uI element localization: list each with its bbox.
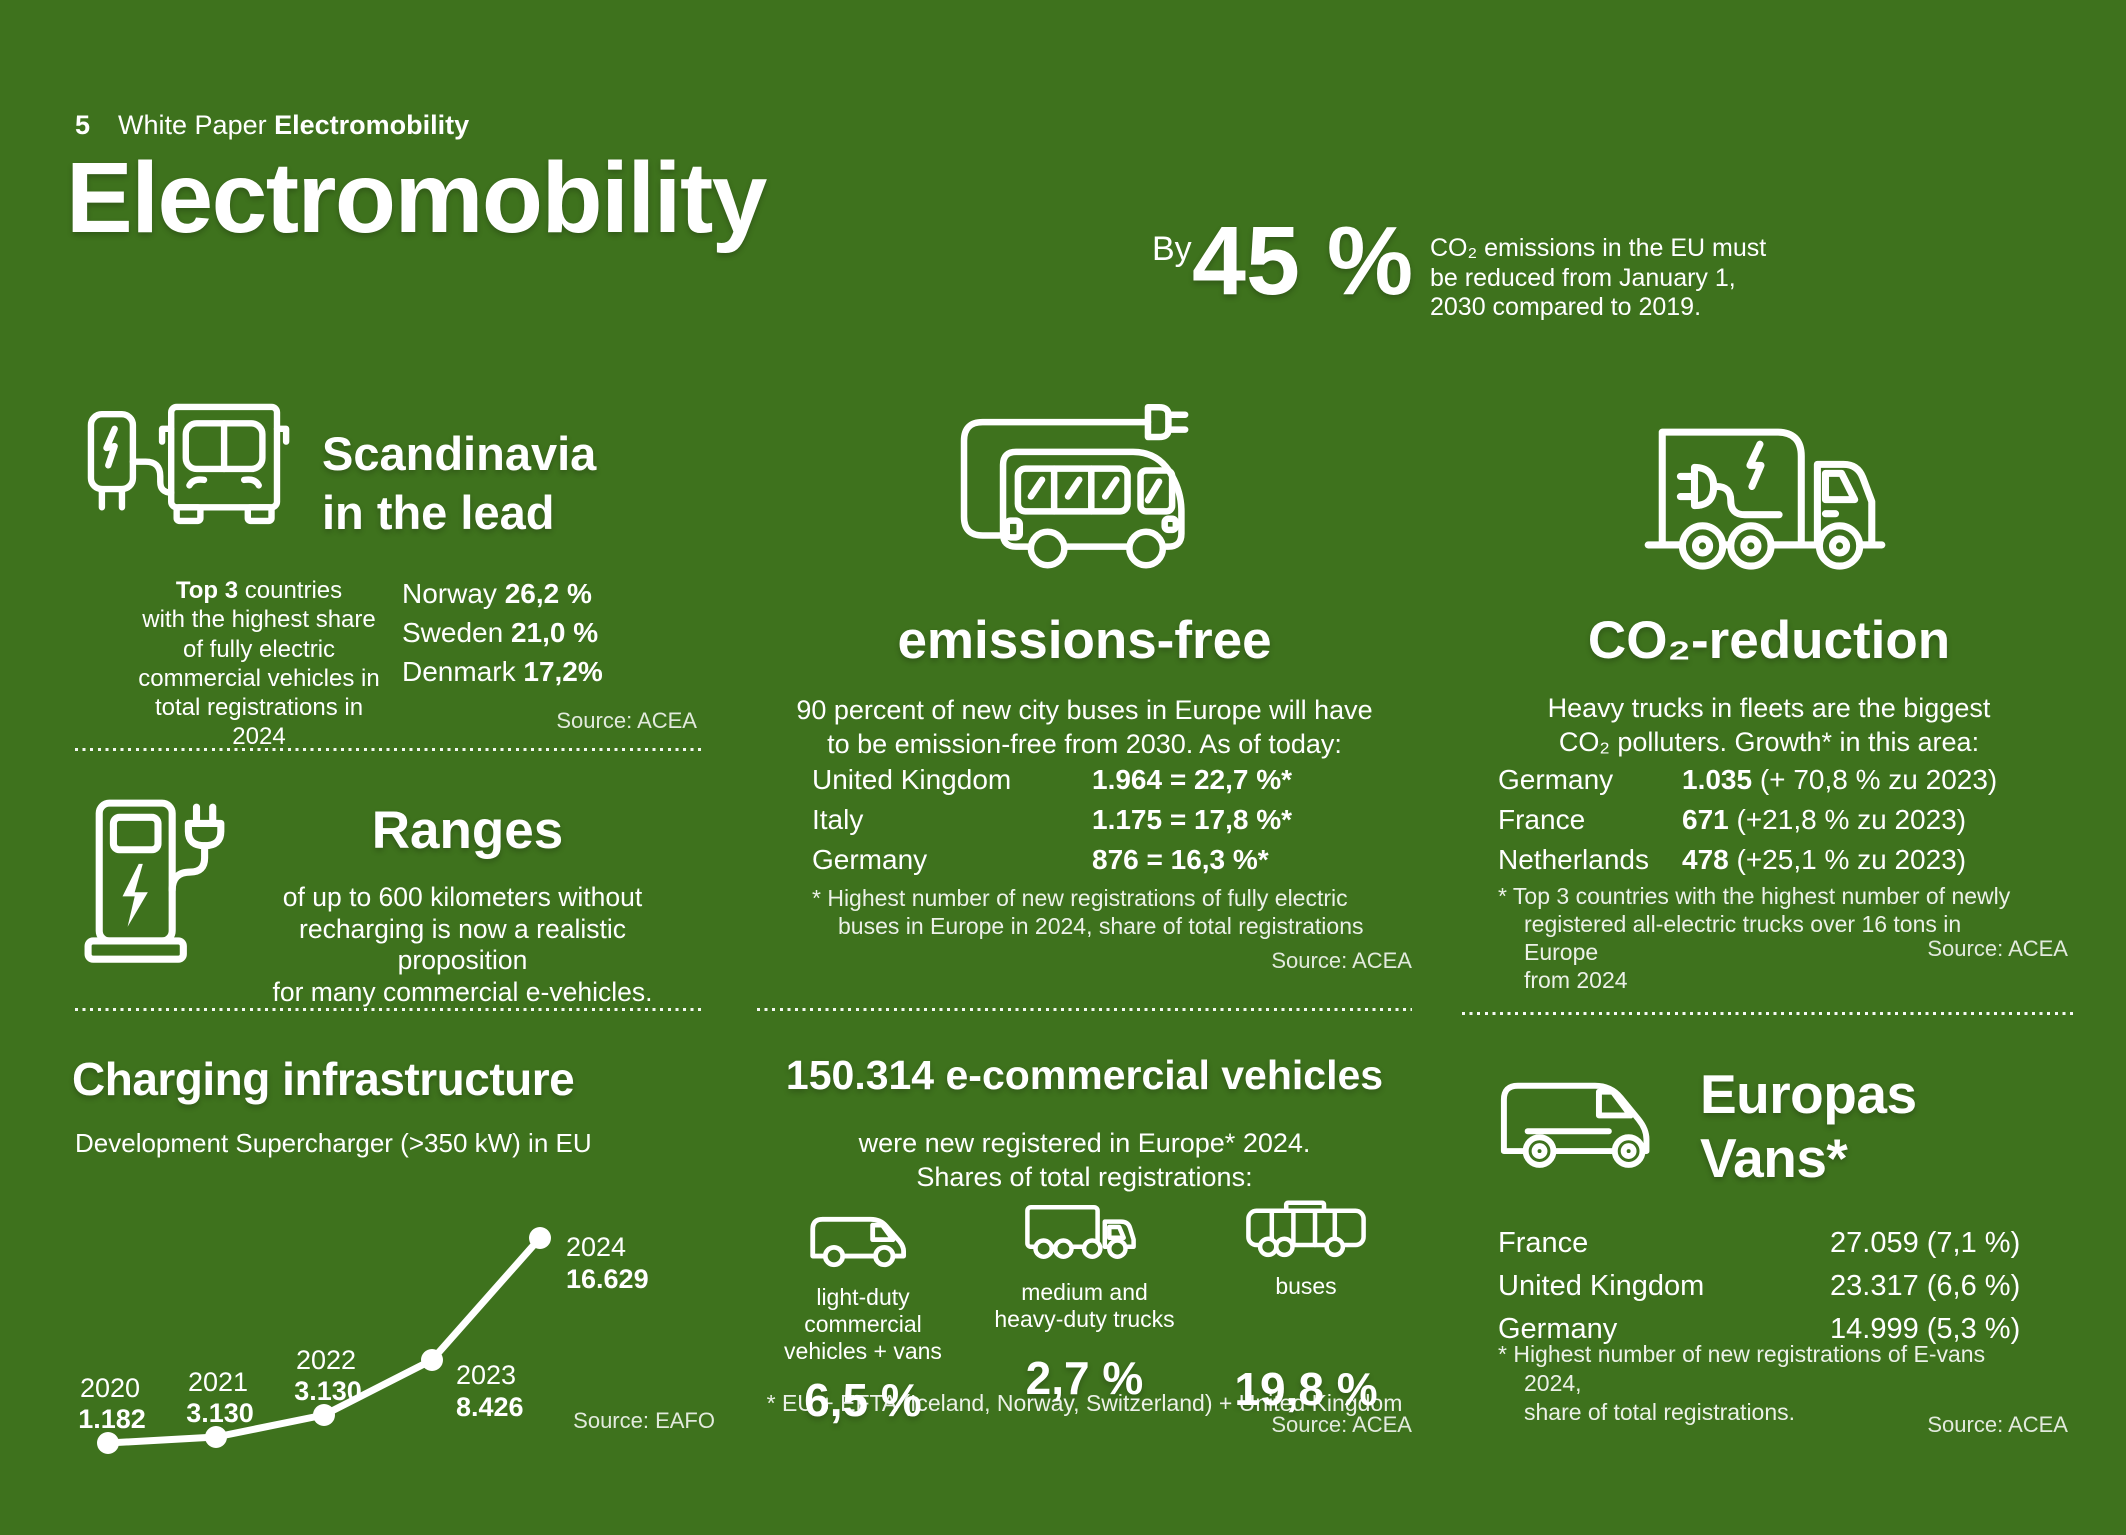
kpi-caption: CO₂ emissions in the EU must be reduced … — [1430, 234, 1767, 321]
table-row: United Kingdom 1.964 = 22,7 %* — [812, 764, 1293, 795]
vehicle-label: medium and heavy-duty trucks — [994, 1278, 1175, 1332]
charging-station-icon — [84, 799, 225, 963]
dotted-divider — [757, 1008, 1412, 1011]
truck-icon — [1024, 1204, 1136, 1259]
emissions-free-text: 90 percent of new city buses in Europe w… — [796, 695, 1373, 759]
europas-vans-heading: Europas Vans* — [1700, 1063, 1917, 1189]
charging-subtitle: Development Supercharger (>350 kW) in EU — [75, 1128, 592, 1158]
emissions-free-heading: emissions-free — [897, 611, 1272, 670]
table-row: Netherlands 478 (+25,1 % zu 2023) — [1498, 844, 1967, 875]
kpi-value: 45 % — [1192, 206, 1414, 315]
svg-text:2022: 2022 — [296, 1345, 356, 1375]
page-number: 5 — [75, 110, 91, 140]
source-label: Source: EAFO — [573, 1408, 715, 1433]
vehicle-cell: buses 19,8 % — [1200, 1200, 1412, 1427]
footnote: * Highest number of new registrations of… — [1498, 1341, 1986, 1425]
ecommercial-heading: 150.314 e-commercial vehicles — [785, 1052, 1384, 1098]
scandinavia-intro-line1: Top 3 countries — [175, 577, 343, 604]
scandinavia-country-list: Norway 26,2 % Sweden 21,0 % Denmark 17,2… — [402, 574, 603, 691]
scandinavia-intro: Top 3 countries with the highest share o… — [128, 576, 390, 752]
vehicle-cell: light-duty commercial vehicles + vans 6,… — [757, 1200, 969, 1427]
svg-text:2024: 2024 — [566, 1232, 626, 1262]
footnote: * Top 3 countries with the highest numbe… — [1498, 883, 2011, 993]
svg-text:2020: 2020 — [80, 1373, 140, 1403]
table-row: Germany 1.035 (+ 70,8 % zu 2023) — [1498, 764, 1998, 795]
ranges-heading: Ranges — [371, 801, 564, 860]
electric-bus-icon — [960, 404, 1189, 569]
charging-heading: Charging infrastructure — [72, 1053, 575, 1105]
europas-vans-table: France 27.059 (7,1 %) United Kingdom 23.31… — [1498, 1222, 2020, 1351]
ecommercial-text: were new registered in Europe* 2024. Sha… — [858, 1128, 1311, 1192]
footnote: * Highest number of new registrations of… — [812, 885, 1364, 939]
vehicle-share-cells: light-duty commercial vehicles + vans 6,… — [757, 1200, 1412, 1427]
truck-charging-icon — [87, 403, 290, 525]
svg-text:8.426: 8.426 — [456, 1392, 524, 1422]
table-row: France 27.059 (7,1 %) — [1498, 1227, 2021, 1259]
table-row: Germany 876 = 16,3 %* — [812, 844, 1269, 875]
supercharger-chart: 20201.18220213.13020223.13020238.4262024… — [78, 1227, 649, 1454]
page-header: 5 White Paper Electromobility — [75, 110, 469, 141]
country-row: Norway 26,2 % — [402, 578, 592, 609]
table-row: Germany 14.999 (5,3 %) — [1498, 1313, 2021, 1345]
svg-text:3.130: 3.130 — [186, 1398, 254, 1428]
source-label: Source: ACEA — [1927, 936, 2068, 961]
kpi-prefix: By — [1152, 230, 1192, 268]
svg-text:2023: 2023 — [456, 1360, 516, 1390]
svg-text:1.182: 1.182 — [78, 1404, 146, 1434]
table-row: Italy 1.175 = 17,8 %* — [812, 804, 1293, 835]
dotted-divider — [75, 1008, 702, 1011]
country-row: Denmark 17,2% — [402, 656, 603, 687]
vehicle-share: 2,7 % — [1025, 1351, 1144, 1404]
dotted-divider — [1462, 1012, 2076, 1015]
page-title: Electromobility — [66, 142, 767, 254]
svg-text:16.629: 16.629 — [566, 1264, 649, 1294]
co2-reduction-text: Heavy trucks in fleets are the biggest C… — [1547, 693, 1991, 757]
source-label: Source: ACEA — [556, 708, 697, 733]
table-row: United Kingdom 23.317 (6,6 %) — [1498, 1270, 2021, 1302]
scandinavia-heading: Scandinavia in the lead — [322, 427, 597, 539]
vehicle-label: light-duty commercial vehicles + vans — [784, 1283, 942, 1364]
vehicle-share: 6,5 % — [804, 1373, 922, 1426]
ranges-text: of up to 600 kilometers without rechargi… — [272, 882, 653, 1008]
vehicle-share: 19,8 % — [1234, 1363, 1378, 1416]
co2-reduction-table: Germany 1.035 (+ 70,8 % zu 2023) France 67… — [1498, 760, 1997, 880]
emissions-free-table: United Kingdom 1.964 = 22,7 %* Italy 1.175… — [812, 760, 1292, 880]
country-row: Sweden 21,0 % — [402, 617, 599, 648]
table-row: France 671 (+21,8 % zu 2023) — [1498, 804, 1967, 835]
scandinavia-intro-lines: with the highest share of fully electric… — [138, 606, 380, 751]
svg-text:3.130: 3.130 — [294, 1376, 362, 1406]
delivery-van-icon — [1500, 1082, 1650, 1168]
header-regular: White Paper — [118, 110, 267, 140]
co2-reduction-heading: CO₂-reduction — [1587, 611, 1951, 670]
svg-text:2021: 2021 — [188, 1367, 248, 1397]
source-label: Source: ACEA — [1927, 1412, 2068, 1437]
electric-truck-icon — [1644, 428, 1886, 570]
source-label: Source: ACEA — [1271, 948, 1412, 973]
van-icon — [810, 1216, 907, 1268]
vehicle-cell: medium and heavy-duty trucks 2,7 % — [979, 1200, 1191, 1427]
footnote: * EU + EFTA (Iceland, Norway, Switzerlan… — [766, 1390, 1403, 1416]
header-bold: Electromobility — [274, 110, 470, 140]
dotted-divider — [75, 748, 702, 751]
source-label: Source: ACEA — [1271, 1412, 1412, 1437]
city-bus-icon — [1246, 1200, 1366, 1258]
vehicle-label: buses — [1275, 1273, 1337, 1300]
